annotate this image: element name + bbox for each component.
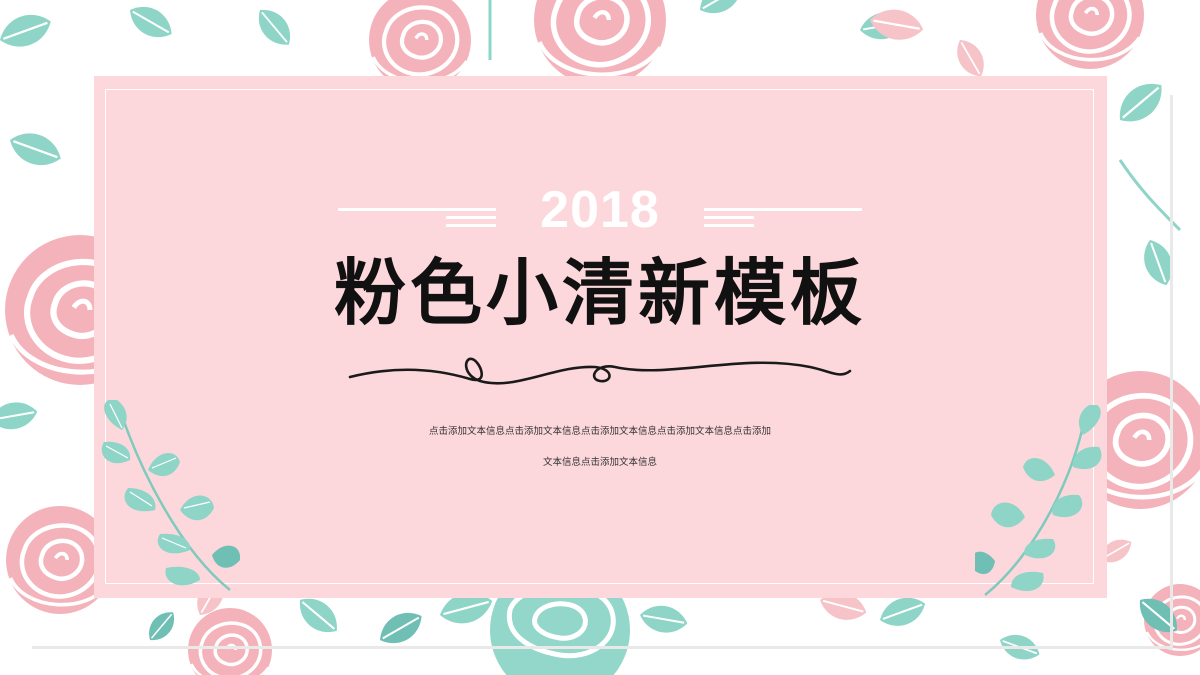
year-line-right-long: [704, 208, 862, 211]
frame-line-bottom: [32, 646, 1173, 649]
card-inner-border: [105, 89, 1094, 584]
subtitle-line-2: 文本信息点击添加文本信息: [542, 457, 657, 468]
year-line-left-short: [446, 224, 496, 227]
swirl-flourish-icon: [348, 357, 852, 385]
year-line-right-short: [704, 224, 754, 227]
year-line-left-mid: [446, 216, 496, 219]
right-leaf-branch-icon: [975, 405, 1102, 596]
year-line-left-long: [338, 208, 496, 211]
title-card: [94, 76, 1107, 598]
year-line-right-mid: [704, 216, 754, 219]
slide-title: 粉色小清新模板: [333, 251, 866, 335]
left-leaf-branch-icon: [101, 400, 240, 591]
frame-line-right: [1170, 95, 1173, 650]
year-label: 2018: [540, 181, 660, 239]
subtitle-line-1: 点击添加文本信息点击添加文本信息点击添加文本信息点击添加文本信息点击添加: [428, 426, 771, 437]
